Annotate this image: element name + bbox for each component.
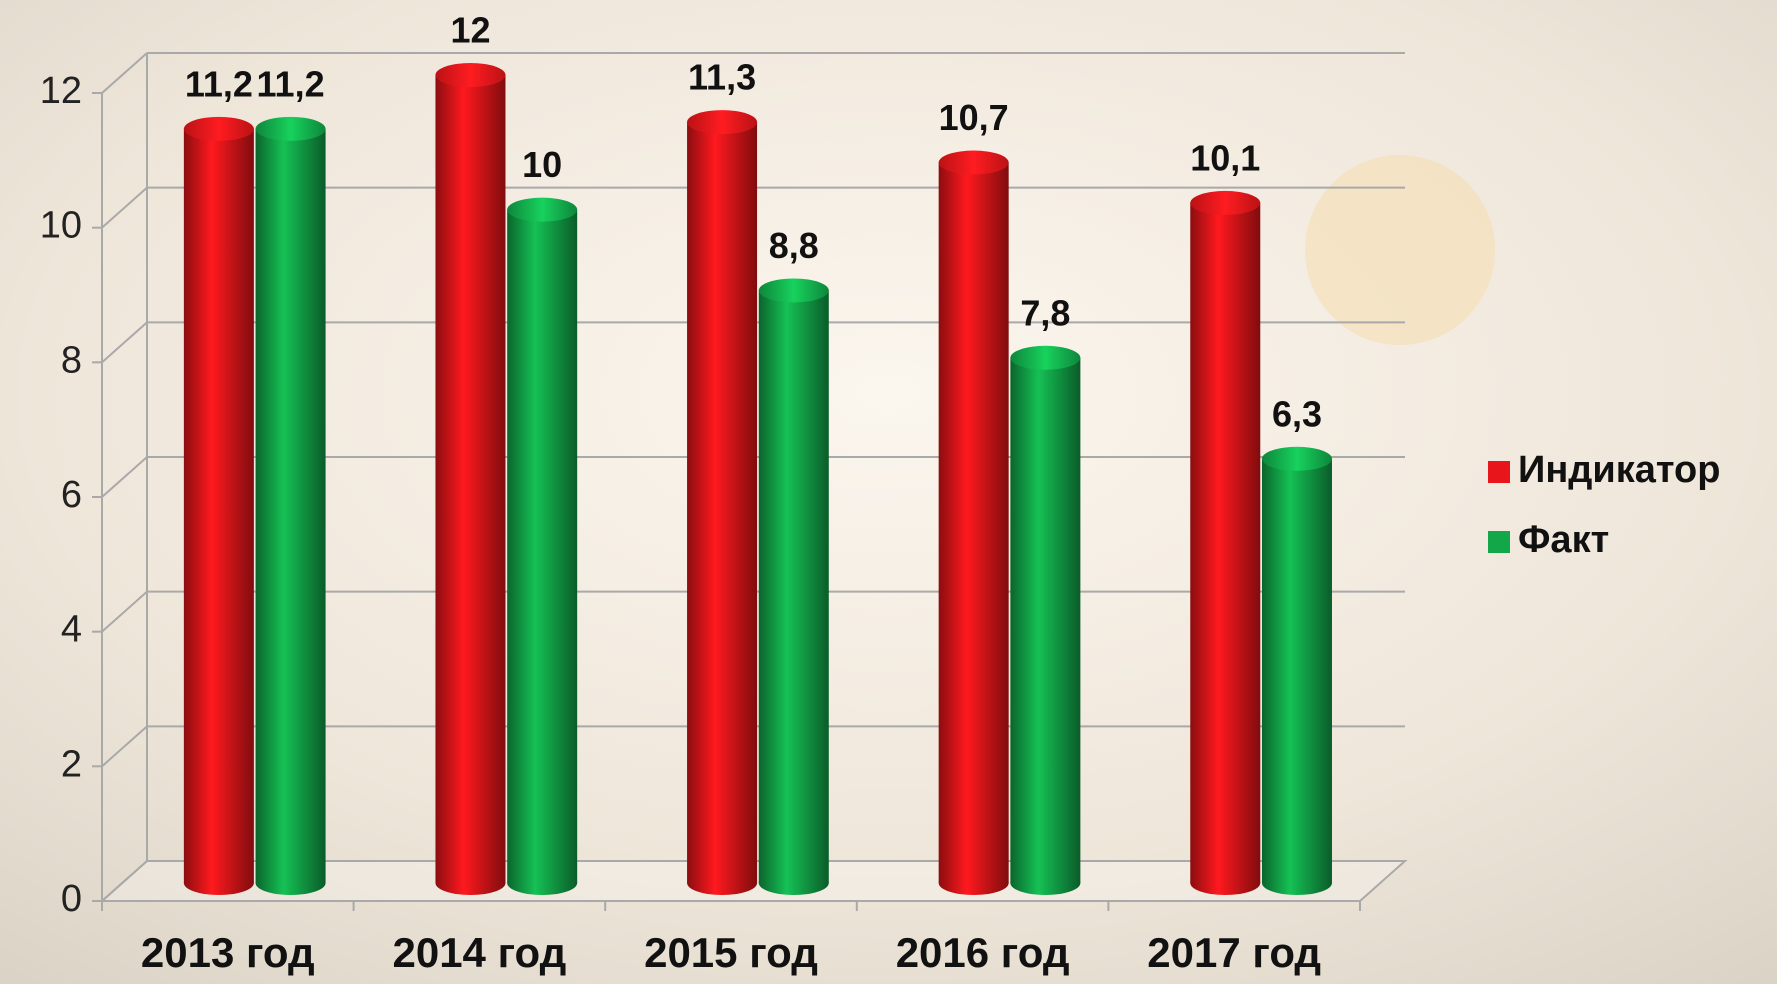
value-label: 10 — [522, 144, 562, 185]
bar-cap — [1262, 447, 1332, 471]
value-label: 10,1 — [1190, 137, 1260, 178]
bar-cap — [507, 198, 577, 222]
y-tick-label: 8 — [61, 339, 82, 381]
x-tick-label: 2013 год — [141, 929, 315, 976]
bar-cap — [687, 110, 757, 134]
bar — [1190, 203, 1260, 883]
value-label: 11,2 — [257, 63, 325, 104]
x-tick-label: 2016 год — [896, 929, 1070, 976]
legend-swatch — [1488, 461, 1510, 483]
value-label: 10,7 — [939, 97, 1009, 138]
value-label: 12 — [450, 10, 490, 51]
y-tick-label: 4 — [61, 609, 82, 651]
bar-cap — [256, 117, 326, 141]
bar — [1010, 358, 1080, 883]
bar — [687, 122, 757, 883]
y-tick-label: 12 — [40, 70, 82, 112]
legend-label: Факт — [1518, 519, 1609, 561]
bar-cap — [184, 117, 254, 141]
value-label: 11,3 — [688, 57, 756, 98]
bar — [939, 163, 1009, 883]
y-tick-label: 2 — [61, 743, 82, 785]
y-tick-label: 0 — [61, 878, 82, 920]
x-tick-label: 2014 год — [392, 929, 566, 976]
legend-label: Индикатор — [1518, 449, 1720, 491]
legend-swatch — [1488, 531, 1510, 553]
bar — [759, 290, 829, 883]
bar-cap — [1010, 346, 1080, 370]
bar-cap — [939, 151, 1009, 175]
value-label: 7,8 — [1020, 292, 1070, 333]
chart: 0 2 4 6 8 10 12 2013 год 11,211,2 2014 год 12 10 201… — [0, 0, 1777, 984]
x-tick-label: 2015 год — [644, 929, 818, 976]
bar — [184, 129, 254, 883]
value-label: 6,3 — [1272, 393, 1322, 434]
y-tick-label: 10 — [40, 205, 82, 247]
bar — [1262, 459, 1332, 883]
background-decoration — [1305, 155, 1495, 345]
bar — [507, 210, 577, 883]
value-label: 11,2 — [185, 63, 253, 104]
bar-cap — [759, 278, 829, 302]
bar — [256, 129, 326, 883]
y-tick-label: 6 — [61, 474, 82, 516]
bar-cap — [435, 63, 505, 87]
bar — [435, 75, 505, 883]
x-tick-label: 2017 год — [1147, 929, 1321, 976]
bar-cap — [1190, 191, 1260, 215]
value-label: 8,8 — [769, 225, 819, 266]
